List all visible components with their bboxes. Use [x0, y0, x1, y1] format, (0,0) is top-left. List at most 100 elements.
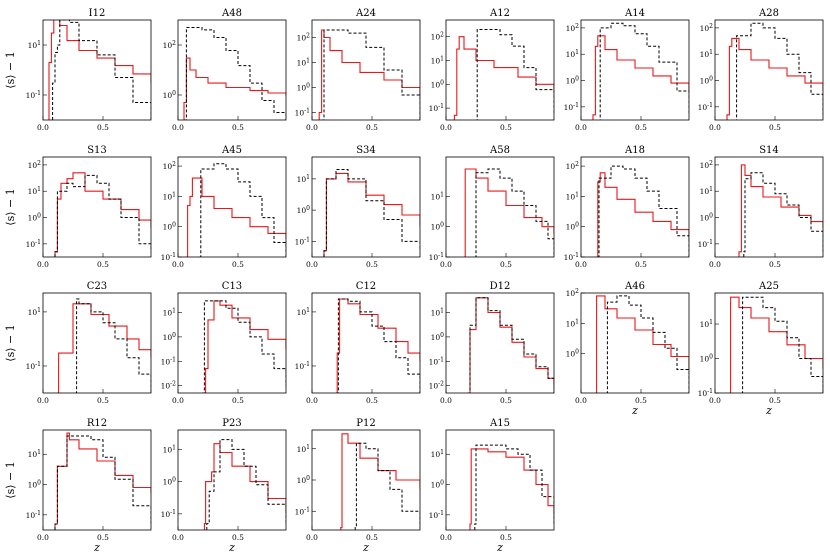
- y-tick-label: 101: [566, 318, 579, 328]
- x-tick-label: 0.5: [232, 396, 244, 405]
- y-tick-label: 102: [28, 160, 42, 170]
- y-tick-label: 100: [163, 90, 177, 100]
- panel-frame: [177, 292, 287, 394]
- black-dashed-series-line-s34: [323, 169, 420, 257]
- y-tick-label: 101: [28, 40, 41, 50]
- y-tick-label: 10-1: [161, 356, 176, 366]
- panel-title: D12: [490, 281, 511, 292]
- panel-title: S13: [87, 145, 107, 156]
- y-tick-label: 10-1: [698, 102, 713, 112]
- x-tick-label: 0.0: [37, 260, 49, 269]
- chart-panel-a48: A48 100 102 0.0 0.5: [163, 8, 287, 132]
- y-tick-label: 101: [431, 55, 444, 65]
- x-axis-label: z: [362, 541, 369, 554]
- y-tick-label: 100: [297, 83, 311, 93]
- y-tick-label: 10-1: [429, 356, 444, 366]
- black-dashed-series-line-a46: [606, 295, 689, 393]
- y-tick-label: 101: [431, 308, 444, 318]
- panel-title: R12: [87, 418, 107, 429]
- y-tick-label: 101: [700, 49, 713, 59]
- y-tick-label: 101: [297, 58, 310, 68]
- panel-title: S14: [759, 145, 779, 156]
- x-tick-label: 0.5: [232, 123, 244, 132]
- x-tick-label: 0.5: [635, 123, 647, 132]
- x-tick-label: 0.0: [575, 260, 587, 269]
- y-tick-label: 10-1: [564, 102, 579, 112]
- black-dashed-series-line-c23: [75, 298, 151, 393]
- x-tick-label: 0.0: [306, 123, 318, 132]
- x-tick-label: 0.5: [366, 396, 378, 405]
- red-series-line-c13: [204, 300, 286, 393]
- black-dashed-series-line-a58: [474, 168, 554, 257]
- y-tick-label: 10-1: [429, 510, 444, 520]
- red-series-line-a15: [469, 448, 554, 530]
- black-dashed-series-line-p12: [354, 442, 420, 530]
- x-tick-label: 0.0: [440, 396, 452, 405]
- panel-title: C12: [356, 281, 376, 292]
- chart-panel-s14: S14 10-1 100 101 102 0.0 0.5: [698, 145, 824, 269]
- chart-panel-a12: A12 10-1 100 101 102 0.0 0.5: [429, 8, 555, 132]
- x-tick-label: 0.0: [306, 260, 318, 269]
- panel-frame: [42, 292, 152, 394]
- x-tick-label: 0.0: [37, 396, 49, 405]
- x-tick-label: 0.0: [37, 533, 49, 542]
- y-tick-label: 102: [297, 33, 311, 43]
- chart-panel-c23: C23 10-1 101 0.0 0.5: [26, 281, 152, 405]
- y-tick-label: 101: [297, 174, 310, 184]
- x-axis-label: z: [765, 404, 772, 417]
- x-tick-label: 0.5: [500, 260, 512, 269]
- y-tick-label: 101: [566, 191, 579, 201]
- x-tick-label: 0.5: [500, 533, 512, 542]
- black-dashed-series-line-r12: [54, 435, 151, 530]
- y-tick-label: 100: [566, 76, 580, 86]
- panel-title: P12: [356, 418, 375, 429]
- x-tick-label: 0.0: [440, 123, 452, 132]
- y-axis-label: ⟨s⟩ − 1: [4, 188, 17, 225]
- y-tick-label: 101: [297, 444, 310, 454]
- y-tick-label: 10-1: [429, 252, 444, 262]
- red-series-line-c12: [336, 298, 420, 393]
- y-tick-label: 102: [431, 32, 445, 42]
- x-tick-label: 0.5: [97, 123, 109, 132]
- chart-panel-a14: A14 10-1 100 101 102 0.0 0.5: [564, 8, 690, 132]
- y-tick-label: 10-1: [295, 108, 310, 118]
- panel-frame: [42, 156, 152, 258]
- x-tick-label: 0.0: [172, 123, 184, 132]
- panel-title: A14: [624, 8, 645, 19]
- y-tick-label: 10-1: [161, 509, 176, 519]
- panel-title: A15: [489, 418, 510, 429]
- x-tick-label: 0.0: [172, 260, 184, 269]
- y-tick-label: 102: [566, 161, 580, 171]
- y-tick-label: 10-1: [295, 361, 310, 371]
- panel-frame: [714, 156, 824, 258]
- y-tick-label: 100: [163, 332, 177, 342]
- y-tick-label: 10-1: [26, 239, 41, 249]
- chart-panel-a45: A45 10-1 100 101 102 0.0 0.5: [161, 145, 287, 269]
- x-tick-label: 0.0: [440, 260, 452, 269]
- red-series-line-p12: [340, 433, 420, 530]
- x-tick-label: 0.5: [366, 260, 378, 269]
- black-dashed-series-line-d12: [467, 297, 554, 393]
- x-tick-label: 0.5: [232, 260, 244, 269]
- y-tick-label: 10-1: [698, 388, 713, 398]
- panel-frame: [177, 19, 287, 121]
- black-dashed-series-line-a25: [741, 296, 823, 393]
- y-tick-label: 100: [28, 480, 42, 490]
- black-dashed-series-line-a48: [184, 27, 286, 120]
- red-series-line-a14: [592, 35, 689, 120]
- panel-frame: [445, 292, 555, 394]
- panel-title: A25: [758, 281, 779, 292]
- x-tick-label: 0.0: [709, 396, 721, 405]
- y-tick-label: 101: [163, 444, 176, 454]
- x-tick-label: 0.5: [500, 123, 512, 132]
- y-tick-label: 102: [700, 160, 714, 170]
- y-tick-label: 101: [700, 186, 713, 196]
- panel-title: C13: [222, 281, 242, 292]
- y-tick-label: 101: [297, 307, 310, 317]
- panel-title: C23: [87, 281, 107, 292]
- red-series-line-a24: [318, 29, 420, 120]
- y-tick-label: 101: [28, 307, 41, 317]
- chart-panel-a18: A18 10-1 100 101 102 0.0 0.5: [564, 145, 690, 269]
- red-series-line-c23: [57, 303, 151, 393]
- black-dashed-series-line-a18: [597, 165, 689, 257]
